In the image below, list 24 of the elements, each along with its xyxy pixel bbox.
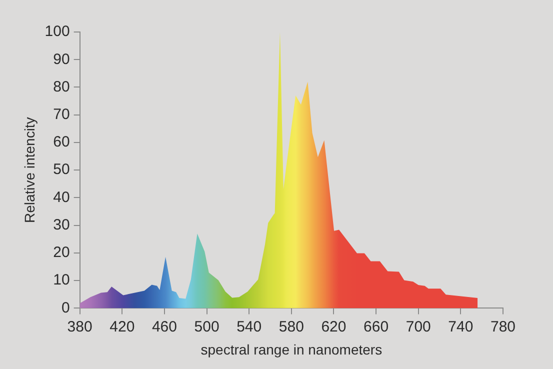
x-tick-label: 460 (152, 318, 177, 336)
y-tick-label: 80 (53, 78, 70, 96)
y-tick-label: 30 (53, 216, 70, 234)
y-tick-label: 70 (53, 106, 70, 123)
x-tick-label: 420 (110, 318, 135, 336)
y-tick-label: 20 (53, 244, 70, 262)
x-tick-label: 540 (236, 318, 262, 336)
y-tick-label: 10 (53, 272, 70, 289)
x-axis-title: spectral range in nanometers (200, 341, 382, 358)
y-tick-label: 90 (53, 50, 70, 68)
x-tick-label: 660 (364, 318, 389, 336)
x-tick-label: 740 (448, 318, 474, 336)
y-tick-label: 40 (53, 188, 70, 206)
x-tick-label: 780 (490, 318, 516, 336)
y-tick-label: 0 (61, 299, 70, 316)
x-tick-label: 500 (194, 318, 220, 336)
y-tick-label: 60 (53, 134, 70, 151)
y-axis-title: Relative intencity (21, 117, 38, 224)
x-tick-label: 380 (67, 318, 92, 336)
y-tick-label: 100 (44, 23, 70, 40)
x-tick-label: 620 (321, 318, 346, 336)
x-tick-label: 580 (278, 318, 304, 336)
y-tick-label: 50 (53, 161, 70, 178)
x-tick-label: 700 (406, 318, 431, 336)
